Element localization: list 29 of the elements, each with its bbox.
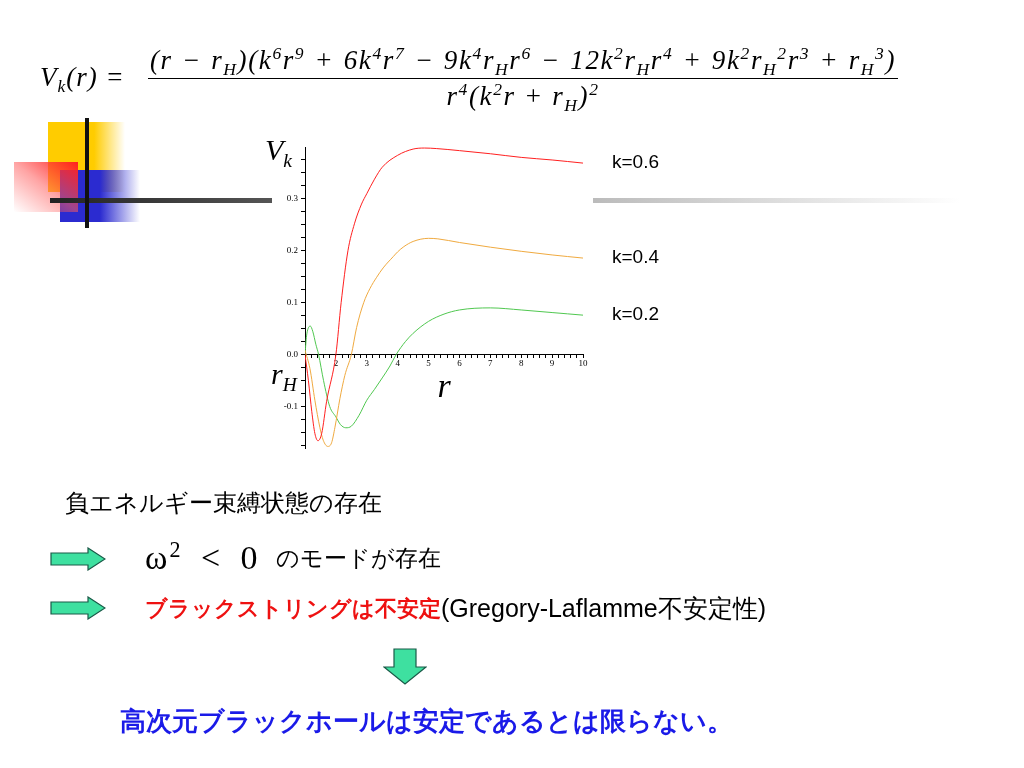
x-axis-title: r	[437, 366, 451, 404]
text: V$_{k}$(r) =	[40, 62, 125, 97]
series-label: k=0.4	[612, 246, 660, 268]
x-tick-label: 5	[426, 358, 432, 369]
text: r$^{4}$(k$^{2}$r + r$_{H}$)$^{2}$	[446, 79, 600, 116]
text: (Gregory-Laflamme不安定性)	[441, 592, 767, 624]
y-axis-title: V$_{k}$	[265, 133, 292, 171]
text: のモードが存在	[275, 543, 441, 573]
x-tick-label: 7	[488, 358, 494, 369]
x-tick-label: 10	[578, 358, 588, 369]
x-tick-label: 4	[395, 358, 401, 369]
text: 高次元ブラックホールは安定であるとは限らない。	[120, 705, 733, 738]
annotation: r$_{H}$	[271, 356, 297, 395]
text: ブラックストリングは不安定	[145, 595, 441, 623]
text: 負エネルギー束縛状態の存在	[65, 488, 382, 518]
x-tick-label: 6	[457, 358, 463, 369]
text: ω$^{2}$ < 0	[145, 536, 260, 577]
y-tick-label: 0.2	[286, 245, 298, 256]
text: (r − r$_{H}$)(k$^{6}$r$^{9}$ + 6k$^{4}$r$^{7}$ − 9k$^{4}$r$_{H}$r$^{6}$ − 12k$^{2}$r$_{H}$r$^{4}$ + 9k$^{2}$r$_{H}$$^{2}$r$^{3}$ + r$_{H}$$^{3}$)	[150, 43, 897, 80]
y-tick-label: -0.1	[283, 400, 298, 411]
x-tick-label: 8	[518, 358, 524, 369]
y-tick-label: 0.1	[286, 297, 298, 308]
series-label: k=0.6	[612, 151, 660, 173]
x-tick-label: 9	[549, 358, 555, 369]
y-tick-label: 0.3	[286, 193, 299, 204]
series-label: k=0.2	[612, 303, 660, 325]
y-tick-label: 0.0	[286, 348, 299, 359]
x-tick-label: 3	[364, 358, 370, 369]
x-tick-label: 2	[333, 358, 339, 369]
